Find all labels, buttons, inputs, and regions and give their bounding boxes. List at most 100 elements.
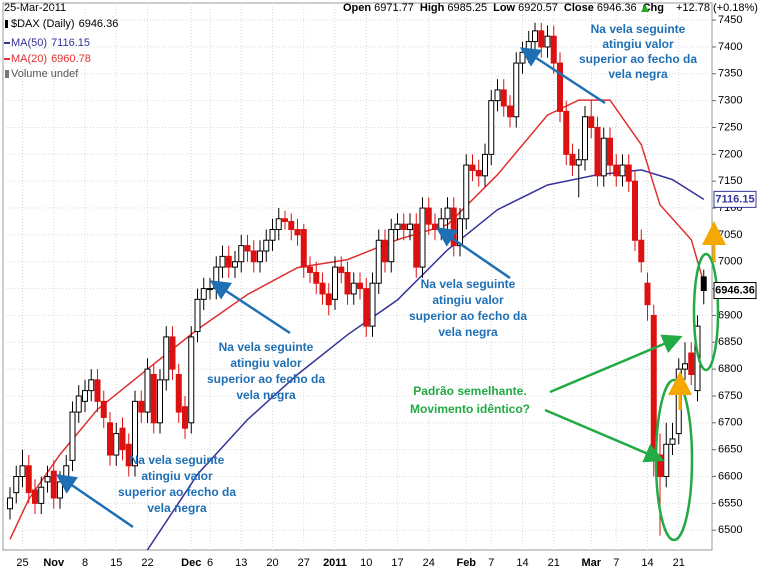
candle-body <box>563 110 570 155</box>
candle-body <box>282 218 288 222</box>
legend-name: $DAX (Daily) <box>11 18 75 30</box>
candle-body <box>132 400 138 467</box>
candle-body <box>500 89 507 107</box>
candle-body <box>494 89 501 102</box>
y-tick-label: 6600 <box>718 470 742 482</box>
candle-body <box>519 51 526 64</box>
arrow <box>435 227 511 280</box>
arrow <box>209 280 291 335</box>
candle-body <box>369 282 376 327</box>
annotation-text: vela negra <box>438 325 498 339</box>
annotation-text: vela negra <box>608 67 668 81</box>
candle-body <box>532 30 538 43</box>
annotation-text: vela negra <box>147 501 207 515</box>
candle-body <box>119 427 126 451</box>
candle-body <box>207 288 213 291</box>
candle-body <box>38 486 45 504</box>
value-box <box>713 190 757 208</box>
x-tick-label: 6 <box>207 557 213 569</box>
x-tick-label: Mar <box>581 557 601 569</box>
annotation-text: atingiu valor <box>141 469 213 483</box>
x-tick-label: 10 <box>360 557 372 569</box>
x-tick-label: 14 <box>641 557 653 569</box>
y-tick-label: 6900 <box>718 309 742 321</box>
y-tick-label: 7150 <box>718 175 742 187</box>
candle-body <box>225 255 232 268</box>
header-value: 6920.57 <box>518 2 558 14</box>
legend: $DAX (Daily) 6946.36 MA(50) 7116.15 MA(20) 69… <box>4 18 118 80</box>
y-tick-label: 7200 <box>718 148 742 160</box>
candle-body <box>382 239 388 263</box>
y-tick-label: 6650 <box>718 444 742 456</box>
candle-body <box>7 497 13 510</box>
header-label: High <box>420 2 445 14</box>
candle-body <box>82 390 88 402</box>
x-tick-label: Feb <box>456 557 476 569</box>
candle-body <box>394 223 401 231</box>
candle-body <box>113 433 120 456</box>
legend-name: MA(20) <box>11 53 47 65</box>
candle-body <box>182 406 188 429</box>
candle-body <box>663 443 670 478</box>
candle-body <box>107 422 113 456</box>
y-tick-label: 6700 <box>718 417 742 429</box>
arrow <box>55 474 134 529</box>
candle-body <box>375 239 382 284</box>
candle-body <box>244 245 251 252</box>
candle-body <box>444 207 451 220</box>
candle-body <box>688 352 695 375</box>
candle-body <box>157 379 163 424</box>
candle-body <box>582 116 588 161</box>
candle-body <box>50 470 57 499</box>
candle-body <box>150 373 157 424</box>
candle-body <box>544 35 551 48</box>
arrow <box>549 334 683 394</box>
candle-body <box>569 153 576 166</box>
x-tick-label: 17 <box>391 557 403 569</box>
ma-line <box>146 169 705 550</box>
candle-body <box>257 250 263 263</box>
candle-body <box>432 223 438 231</box>
candle-body <box>319 282 326 295</box>
candle-body <box>75 395 82 413</box>
candle-body <box>288 220 295 231</box>
candle-body <box>313 271 320 284</box>
candle-body <box>57 481 63 499</box>
candle-body <box>669 438 676 445</box>
candle-body <box>650 314 657 456</box>
candle-body <box>219 255 226 268</box>
y-tick-label: 7250 <box>718 121 742 133</box>
annotation-text: Movimento idêntico? <box>410 402 530 416</box>
annotation-text: superior ao fecho da <box>409 309 527 323</box>
annotation-text: atingiu valor <box>432 293 504 307</box>
candle-body <box>350 282 357 295</box>
candle-body <box>94 379 101 402</box>
candle-body <box>332 266 338 300</box>
x-tick-label: 21 <box>548 557 560 569</box>
candle-body <box>32 489 38 504</box>
annotation-text: superior ao fecho da <box>207 372 325 386</box>
candle-body <box>438 218 445 231</box>
header: Open 6971.77 High 6985.25 Low 6920.57 Close 694… <box>343 2 758 14</box>
candle-body <box>169 336 176 370</box>
candle-body <box>600 137 607 177</box>
candle-body <box>625 164 632 182</box>
candle-body <box>413 223 420 268</box>
candles <box>7 22 707 536</box>
candle-body <box>507 105 513 118</box>
candle-body <box>338 266 345 273</box>
annotation-text: Na vela seguinte <box>130 453 225 467</box>
candle-body <box>344 271 351 295</box>
candle-body <box>175 373 182 413</box>
arrow <box>519 47 606 105</box>
candle-body <box>100 400 107 418</box>
candle-body <box>263 239 270 252</box>
candle-body <box>194 298 201 333</box>
candle-body <box>269 229 276 241</box>
candle-body <box>307 266 313 273</box>
y-tick-label: 6500 <box>718 524 742 536</box>
x-tick-label: Dec <box>181 557 201 569</box>
candle-body <box>188 336 195 424</box>
candle-body <box>19 465 26 478</box>
